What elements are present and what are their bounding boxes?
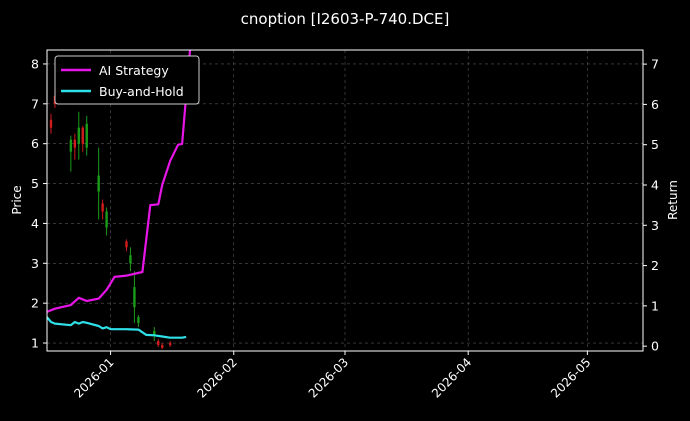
candle-body [129, 255, 132, 264]
y2-tick-label: 6 [651, 97, 659, 112]
y-tick-label: 8 [31, 56, 39, 71]
y2-tick-label: 3 [651, 218, 659, 233]
legend: AI Strategy Buy-and-Hold [54, 55, 200, 105]
y-tick-label: 4 [31, 216, 39, 231]
y2-tick-label: 1 [651, 298, 659, 313]
candle-body [153, 331, 156, 336]
candlesticks [49, 89, 172, 350]
y2-tick-label: 2 [651, 258, 659, 273]
y-axis-label: Price [10, 185, 24, 214]
y-tick-label: 6 [31, 136, 39, 151]
y2-axis-label: Return [666, 180, 680, 220]
y-tick-label: 1 [31, 336, 39, 351]
strategy-lines [46, 49, 192, 339]
candle-body [105, 211, 108, 228]
y-tick-label: 2 [31, 296, 39, 311]
y2-tick-label: 0 [651, 339, 659, 354]
candle-body [49, 119, 53, 128]
y-tick-label: 5 [31, 176, 39, 191]
buy-and-hold-line [46, 316, 187, 339]
candle-body [161, 345, 164, 348]
candle-body [137, 317, 140, 324]
candle-body [69, 139, 73, 152]
candle-body [77, 127, 80, 144]
y-axis-right: 0 1 2 3 4 5 6 7 [643, 57, 659, 354]
y-tick-label: 3 [31, 256, 39, 271]
candle-body [81, 127, 84, 144]
y-axis-left: 1 2 3 4 5 6 7 8 [31, 56, 47, 351]
chart-title: cnoption [I2603-P-740.DCE] [241, 10, 450, 28]
candle-body [97, 175, 100, 192]
candle-body [168, 343, 172, 346]
candle-body [125, 241, 128, 248]
y2-tick-label: 4 [651, 177, 659, 192]
candle-body [85, 123, 88, 148]
candle-body [73, 139, 77, 148]
candle-body [133, 287, 136, 308]
candle-body [157, 341, 160, 346]
y-tick-label: 7 [31, 96, 39, 111]
legend-label-ai-strategy: AI Strategy [99, 63, 169, 78]
ai-strategy-line [46, 49, 192, 313]
legend-label-buy-and-hold: Buy-and-Hold [99, 84, 184, 99]
candle-body [101, 203, 104, 212]
y2-tick-label: 5 [651, 137, 659, 152]
y2-tick-label: 7 [651, 57, 659, 72]
